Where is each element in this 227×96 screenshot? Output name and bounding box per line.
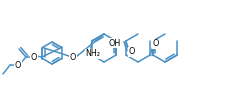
Text: O: O (153, 39, 159, 48)
Text: NH₂: NH₂ (85, 50, 100, 58)
Text: O: O (31, 53, 37, 62)
Text: O: O (129, 48, 135, 57)
Text: O: O (70, 53, 76, 62)
Text: OH: OH (109, 38, 121, 48)
Text: O: O (15, 60, 21, 70)
